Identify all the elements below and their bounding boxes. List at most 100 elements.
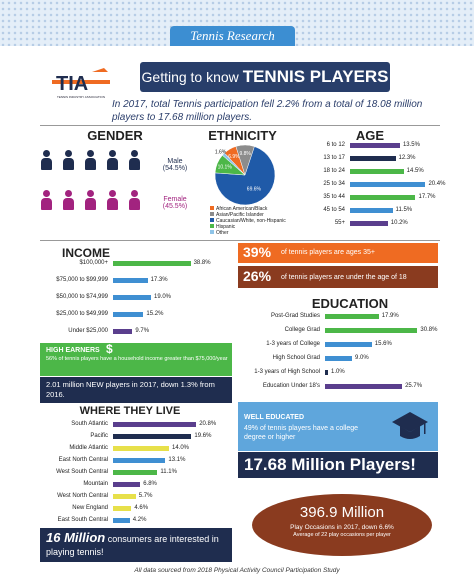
play-occasions-oval: 396.9 Million Play Occasions in 2017, do… [252, 494, 432, 556]
male-label: Male (54.5%) [155, 158, 195, 172]
occasions-line2: Average of 22 play occasions per player [293, 532, 391, 538]
occasions-line1: Play Occasions in 2017, down 6.6% [290, 524, 394, 531]
bar-value-label: 15.6% [374, 341, 392, 347]
bar-category-label: 6 to 12 [326, 142, 345, 148]
interest-box: 16 Million consumers are interested in p… [40, 528, 232, 562]
stat-under18-text: of tennis players are under the age of 1… [281, 274, 407, 281]
section-header: Getting to know TENNIS PLAYERS [140, 62, 390, 92]
bar-value-label: 19.6% [194, 433, 212, 439]
legend-label: Asian/Pacific Islander [216, 212, 264, 218]
education-title: EDUCATION [311, 296, 389, 311]
bar-category-label: Under $25,000 [68, 328, 108, 334]
female-person-icon [62, 190, 75, 210]
female-label-text: Female [163, 196, 187, 203]
pie-slice [214, 146, 276, 206]
bar-value-label: 10.2% [390, 220, 408, 226]
female-label: Female (45.5%) [155, 196, 195, 210]
bar-category-label: $75,000 to $99,999 [56, 277, 108, 283]
bar-value-label: 11.5% [395, 207, 413, 213]
bar-value-label: 15.2% [146, 311, 164, 317]
bar-value-label: 30.8% [420, 327, 438, 333]
bar [350, 143, 400, 148]
players-total-text: 17.68 Million Players! [244, 455, 416, 474]
divider [40, 125, 440, 126]
bar-category-label: East North Central [58, 457, 108, 463]
bar-value-label: 12.3% [398, 155, 416, 161]
stat-box-under18: 26% of tennis players are under the age … [238, 266, 438, 288]
gender-title: GENDER [87, 128, 143, 143]
legend-label: Other [216, 230, 229, 236]
bar [113, 422, 197, 427]
legend-item: Other [210, 230, 340, 236]
bar [350, 156, 396, 161]
bar-value-label: 1.0% [331, 369, 345, 375]
graduation-cap-icon [392, 412, 428, 439]
bar-category-label: West South Central [56, 469, 108, 475]
bar [325, 328, 418, 333]
well-educated-box: WELL EDUCATED 49% of tennis players have… [238, 402, 438, 451]
top-banner [0, 0, 474, 46]
female-person-icon [40, 190, 53, 210]
new-players-text: 2.01 million NEW players in 2017, down 1… [46, 380, 215, 399]
bar-value-label: 9.0% [355, 355, 369, 361]
pie-slice-label: 1.6% [215, 149, 227, 155]
interest-value: 16 Million [46, 530, 106, 545]
bar [325, 384, 403, 389]
bar-category-label: New England [72, 505, 108, 511]
legend-item: Hispanic [210, 224, 340, 230]
bar [113, 329, 133, 334]
legend-item: Asian/Pacific Islander [210, 212, 340, 218]
bar-value-label: 17.7% [418, 194, 436, 200]
bar [113, 506, 132, 511]
ethnicity-title: ETHNICITY [208, 128, 277, 143]
bar [113, 470, 158, 475]
tia-logo: TIA [52, 68, 110, 95]
bar-category-label: $100,000+ [79, 260, 108, 266]
bar-value-label: 14.5% [406, 168, 424, 174]
bar-category-label: 1-3 years of High School [254, 369, 320, 375]
well-educated-text: 49% of tennis players have a college deg… [244, 425, 359, 441]
stat-under18-value: 26% [243, 268, 272, 284]
age-title: AGE [355, 128, 385, 143]
region-bar-chart: South Atlantic 20.8% Pacific 19.6% Middle At… [40, 421, 240, 526]
legend-label: Caucasian/White, non-Hispanic [216, 218, 286, 224]
female-person-icon [84, 190, 97, 210]
svg-text:TIA: TIA [56, 73, 88, 95]
new-players-box: 2.01 million NEW players in 2017, down 1… [40, 377, 232, 403]
bar-value-label: 20.4% [428, 181, 446, 187]
bar-category-label: Education Under 18's [262, 383, 320, 389]
male-person-icon [84, 150, 97, 170]
pie-slice-label: 10.1% [218, 165, 233, 171]
bar [113, 482, 141, 487]
intro-text: In 2017, total Tennis participation fell… [112, 99, 423, 123]
female-person-icon [106, 190, 119, 210]
education-bar-chart: Post-Grad Studies 17.9% College Grad 30.8% 1… [240, 313, 470, 393]
bar-category-label: West North Central [57, 493, 108, 499]
bar-value-label: 19.0% [154, 294, 172, 300]
male-icons [40, 150, 160, 175]
bar [350, 195, 416, 200]
footer-source: All data sourced from 2018 Physical Acti… [134, 567, 340, 574]
bar-value-label: 13.1% [168, 457, 186, 463]
bar [325, 342, 372, 347]
well-educated-title: WELL EDUCATED [244, 414, 305, 421]
stat-35plus-value: 39% [243, 244, 272, 260]
legend-item: Caucasian/White, non-Hispanic [210, 218, 340, 224]
bar-category-label: Pacific [90, 433, 108, 439]
male-label-text: Male [167, 158, 183, 165]
pie-slice-label: 9.8% [239, 151, 251, 157]
stat-35plus-text: of tennis players are ages 35+ [281, 249, 375, 256]
bar-category-label: College Grad [284, 327, 320, 333]
bar [350, 182, 426, 187]
bar [113, 518, 130, 523]
bar-category-label: $25,000 to $49,999 [56, 311, 108, 317]
bar [113, 278, 148, 283]
bar [113, 458, 166, 463]
bar [113, 446, 169, 451]
bar-value-label: 14.0% [172, 445, 190, 451]
ethnicity-legend: African American/Black Asian/Pacific Isla… [210, 206, 340, 236]
bar [350, 169, 404, 174]
bar-category-label: 13 to 17 [323, 155, 345, 161]
male-person-icon [40, 150, 53, 170]
logo-subtitle: TENNIS INDUSTRY ASSOCIATION [56, 95, 105, 99]
